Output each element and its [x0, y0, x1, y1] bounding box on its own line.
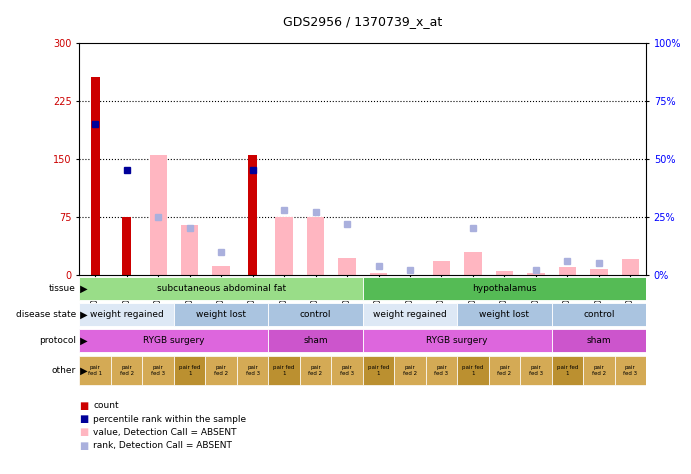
- Bar: [551, 303, 646, 326]
- Bar: [79, 329, 268, 352]
- Text: tissue: tissue: [49, 284, 76, 293]
- Text: RYGB surgery: RYGB surgery: [426, 337, 488, 345]
- Bar: [122, 217, 131, 275]
- Text: ■: ■: [79, 440, 88, 451]
- Text: hypothalamus: hypothalamus: [472, 284, 537, 293]
- Text: RYGB surgery: RYGB surgery: [143, 337, 205, 345]
- Text: pair
fed 3: pair fed 3: [623, 365, 637, 376]
- Text: count: count: [93, 401, 119, 410]
- Text: pair
fed 2: pair fed 2: [308, 365, 323, 376]
- Text: pair fed
1: pair fed 1: [368, 365, 389, 376]
- Bar: [111, 356, 142, 385]
- Bar: [339, 258, 356, 275]
- Bar: [300, 356, 331, 385]
- Bar: [237, 356, 268, 385]
- Text: pair
fed 1: pair fed 1: [88, 365, 102, 376]
- Text: pair
fed 3: pair fed 3: [151, 365, 165, 376]
- Text: control: control: [300, 310, 331, 319]
- Text: weight regained: weight regained: [90, 310, 164, 319]
- Bar: [142, 356, 174, 385]
- Bar: [395, 356, 426, 385]
- Text: protocol: protocol: [39, 337, 76, 345]
- Bar: [268, 356, 300, 385]
- Bar: [363, 329, 551, 352]
- Bar: [276, 217, 293, 275]
- Text: sham: sham: [303, 337, 328, 345]
- Text: rank, Detection Call = ABSENT: rank, Detection Call = ABSENT: [93, 441, 232, 450]
- Bar: [174, 303, 268, 326]
- Text: value, Detection Call = ABSENT: value, Detection Call = ABSENT: [93, 428, 237, 437]
- Text: pair
fed 2: pair fed 2: [591, 365, 606, 376]
- Bar: [559, 267, 576, 275]
- Bar: [433, 261, 450, 275]
- Bar: [331, 356, 363, 385]
- Bar: [457, 303, 551, 326]
- Bar: [363, 303, 457, 326]
- Bar: [79, 303, 174, 326]
- Bar: [248, 155, 257, 275]
- Bar: [307, 217, 324, 275]
- Text: ■: ■: [79, 414, 88, 424]
- Text: ▶: ▶: [77, 365, 87, 376]
- Text: weight lost: weight lost: [480, 310, 529, 319]
- Bar: [268, 329, 363, 352]
- Text: pair
fed 3: pair fed 3: [245, 365, 260, 376]
- Text: ▶: ▶: [77, 336, 87, 346]
- Bar: [489, 356, 520, 385]
- Bar: [426, 356, 457, 385]
- Text: pair
fed 3: pair fed 3: [340, 365, 354, 376]
- Text: other: other: [52, 366, 76, 375]
- Bar: [174, 356, 205, 385]
- Text: sham: sham: [587, 337, 611, 345]
- Text: pair fed
1: pair fed 1: [179, 365, 200, 376]
- Text: pair fed
1: pair fed 1: [557, 365, 578, 376]
- Text: ■: ■: [79, 427, 88, 438]
- Text: pair
fed 2: pair fed 2: [498, 365, 511, 376]
- Bar: [495, 271, 513, 275]
- Text: control: control: [583, 310, 614, 319]
- Bar: [464, 252, 482, 275]
- Bar: [622, 259, 639, 275]
- Bar: [583, 356, 614, 385]
- Bar: [527, 273, 545, 275]
- Bar: [268, 303, 363, 326]
- Bar: [363, 356, 395, 385]
- Bar: [370, 273, 387, 275]
- Bar: [520, 356, 551, 385]
- Text: pair
fed 3: pair fed 3: [529, 365, 543, 376]
- Bar: [149, 155, 167, 275]
- Bar: [590, 269, 607, 275]
- Bar: [79, 356, 111, 385]
- Text: ■: ■: [79, 401, 88, 411]
- Bar: [551, 329, 646, 352]
- Text: disease state: disease state: [16, 310, 76, 319]
- Text: ▶: ▶: [77, 283, 87, 294]
- Text: pair
fed 2: pair fed 2: [120, 365, 134, 376]
- Bar: [614, 356, 646, 385]
- Text: percentile rank within the sample: percentile rank within the sample: [93, 415, 247, 423]
- Text: pair
fed 3: pair fed 3: [435, 365, 448, 376]
- Bar: [79, 277, 363, 300]
- Bar: [457, 356, 489, 385]
- Bar: [551, 356, 583, 385]
- Text: subcutaneous abdominal fat: subcutaneous abdominal fat: [157, 284, 285, 293]
- Text: weight regained: weight regained: [373, 310, 447, 319]
- Text: pair fed
1: pair fed 1: [274, 365, 295, 376]
- Text: weight lost: weight lost: [196, 310, 246, 319]
- Text: pair
fed 2: pair fed 2: [403, 365, 417, 376]
- Text: ▶: ▶: [77, 310, 87, 320]
- Bar: [205, 356, 237, 385]
- Bar: [212, 265, 230, 275]
- Bar: [363, 277, 646, 300]
- Text: pair fed
1: pair fed 1: [462, 365, 484, 376]
- Text: pair
fed 2: pair fed 2: [214, 365, 228, 376]
- Text: GDS2956 / 1370739_x_at: GDS2956 / 1370739_x_at: [283, 15, 442, 28]
- Bar: [91, 78, 100, 275]
- Bar: [181, 225, 198, 275]
